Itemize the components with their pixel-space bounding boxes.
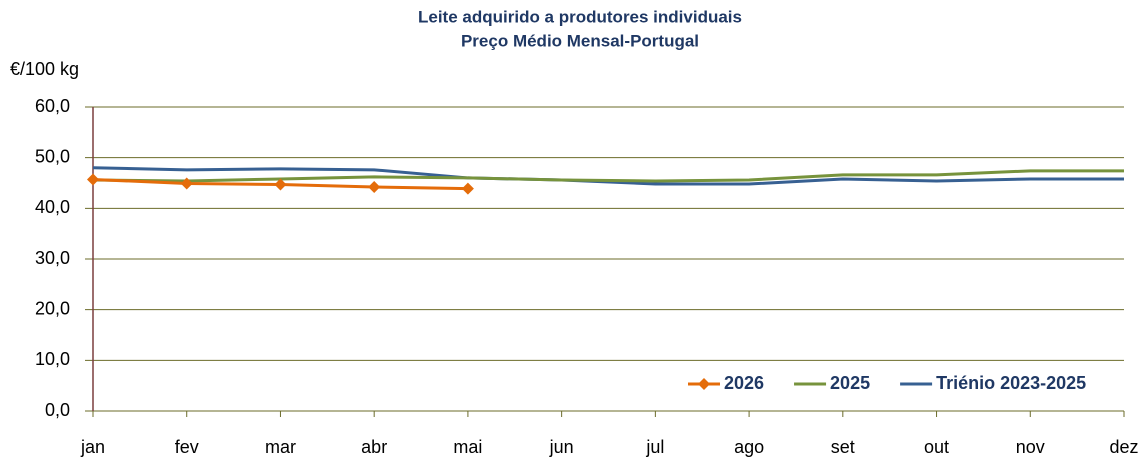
x-tick-label: fev: [175, 437, 199, 457]
x-tick-label: mar: [265, 437, 296, 457]
legend-label: 2026: [724, 373, 764, 393]
x-tick-label: out: [924, 437, 949, 457]
x-tick-label: jun: [549, 437, 574, 457]
x-tick-label: nov: [1016, 437, 1045, 457]
x-tick-label: set: [831, 437, 855, 457]
legend-label: Triénio 2023-2025: [936, 373, 1086, 393]
x-tick-label: abr: [361, 437, 387, 457]
x-tick-label: dez: [1109, 437, 1138, 457]
x-tick-label: mai: [453, 437, 482, 457]
y-tick-label: 20,0: [35, 298, 70, 318]
series-line: [92, 169, 1124, 183]
y-tick-label: 50,0: [35, 146, 70, 166]
legend-label: 2025: [830, 373, 870, 393]
y-tick-label: 30,0: [35, 248, 70, 268]
x-tick-label: ago: [734, 437, 764, 457]
x-tick-label: jul: [645, 437, 664, 457]
point-marker: [274, 178, 287, 191]
point-marker: [461, 182, 474, 195]
chart-title: Leite adquirido a produtores individuais: [418, 7, 742, 26]
y-tick-label: 60,0: [35, 96, 70, 116]
x-tick-label: jan: [80, 437, 105, 457]
legend-marker: [698, 378, 710, 390]
y-tick-label: 40,0: [35, 197, 70, 217]
y-tick-label: 10,0: [35, 349, 70, 369]
series-line: [92, 166, 1124, 186]
chart-subtitle: Preço Médio Mensal-Portugal: [461, 31, 699, 50]
point-marker: [87, 173, 99, 186]
y-axis-label: €/100 kg: [10, 59, 79, 79]
y-tick-label: 0,0: [45, 400, 70, 420]
point-marker: [180, 177, 193, 190]
point-marker: [368, 181, 381, 194]
